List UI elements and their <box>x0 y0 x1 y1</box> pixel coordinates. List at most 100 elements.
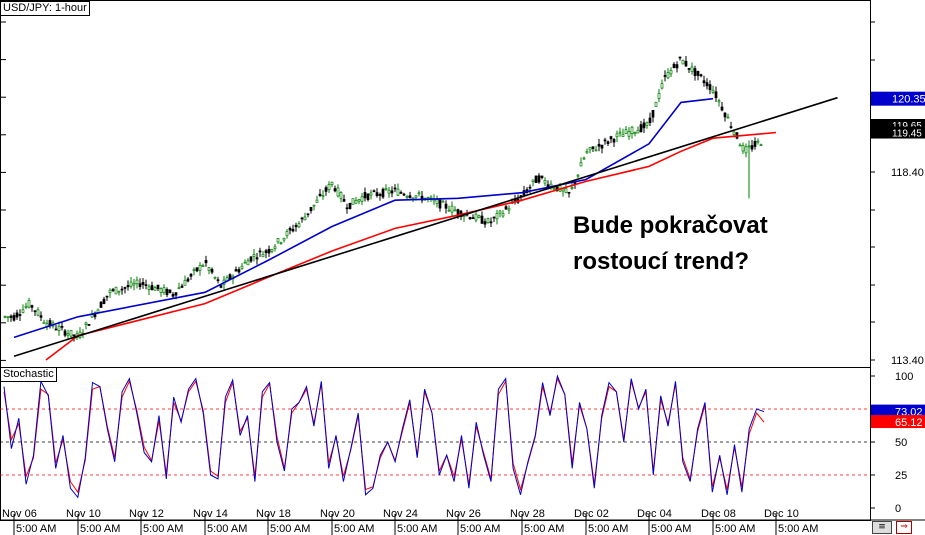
date-tick-label: Nov 14 <box>193 508 228 520</box>
candle-body <box>756 140 760 143</box>
candle-body <box>468 217 472 220</box>
candle-body <box>642 122 646 129</box>
time-tick-label: 5:00 AM <box>207 523 247 535</box>
stochastic-tick-label: 0 <box>895 503 901 515</box>
candle-body <box>291 228 295 232</box>
candle-body <box>681 59 685 65</box>
candle-body <box>372 190 376 193</box>
candle-body <box>156 284 160 290</box>
candle-body <box>375 192 379 197</box>
candle-body <box>744 146 748 154</box>
candle-body <box>54 328 58 331</box>
candle-body <box>564 188 568 193</box>
time-tick-label: 5:00 AM <box>715 523 755 535</box>
candle-body <box>327 184 331 191</box>
candle-body <box>381 188 385 198</box>
candle-body <box>366 193 370 200</box>
stochastic-value-box <box>871 415 925 429</box>
candle-body <box>552 187 556 190</box>
candle-body <box>180 285 184 288</box>
candle-body <box>534 175 538 184</box>
date-tick-label: Nov 06 <box>2 508 37 520</box>
time-tick-label: 5:00 AM <box>80 523 120 535</box>
candle-body <box>57 325 61 331</box>
candle-body <box>168 289 172 293</box>
candle-body <box>147 286 151 290</box>
candle-body <box>171 293 175 297</box>
main-pane-title: USD/JPY: 1-hour <box>0 1 90 16</box>
candle-body <box>417 192 421 195</box>
scroll-lock-icon[interactable]: ≡ <box>872 521 892 534</box>
candle-body <box>165 289 169 296</box>
candle-body <box>138 283 142 288</box>
candle-body <box>396 188 400 196</box>
candle-body <box>612 139 616 143</box>
candle-body <box>567 191 571 194</box>
candle-body <box>36 309 40 316</box>
date-tick-label: Nov 28 <box>510 508 545 520</box>
candle-body <box>702 80 706 84</box>
candle-body <box>435 199 439 204</box>
price-label-0: 120.35 <box>871 91 925 106</box>
candle-body <box>732 131 736 135</box>
candle-body <box>159 288 163 293</box>
close-icon[interactable]: ⇒ <box>896 521 912 534</box>
candle-body <box>678 56 682 59</box>
candle-body <box>279 242 283 244</box>
candle-body <box>486 218 490 223</box>
candle-body <box>714 91 718 99</box>
candle-body <box>507 208 511 211</box>
date-tick-label: Dec 08 <box>701 508 736 520</box>
stochastic-tick-label: 50 <box>895 437 907 449</box>
candle-body <box>3 315 7 318</box>
candle-body <box>738 144 742 147</box>
time-tick-label: 5:00 AM <box>270 523 310 535</box>
annotation-line-1: Bude pokračovat <box>573 212 768 239</box>
candle-body <box>453 209 457 212</box>
annotation-line-2: rostoucí trend? <box>573 248 750 275</box>
candle-body <box>270 249 274 252</box>
candle-body <box>501 213 505 217</box>
candle-body <box>456 209 460 215</box>
candle-body <box>237 269 241 273</box>
candle-body <box>87 324 91 326</box>
candle-body <box>591 146 595 149</box>
candle-body <box>639 124 643 132</box>
candle-body <box>30 305 34 308</box>
date-tick-label: Nov 24 <box>383 508 418 520</box>
candle-body <box>663 75 667 77</box>
candle-body <box>240 265 244 269</box>
price-tick-label: 118.40 <box>891 167 924 179</box>
candle-body <box>108 289 112 293</box>
price-tick-label: 113.40 <box>891 355 924 367</box>
candle-body <box>618 131 622 134</box>
candle-body <box>672 63 676 69</box>
candle-body <box>105 295 109 298</box>
candle-body <box>324 187 328 192</box>
candle-body <box>648 117 652 124</box>
candle-body <box>120 288 124 291</box>
candle-body <box>675 64 679 69</box>
candle-body <box>150 285 154 291</box>
candle-body <box>351 198 355 205</box>
annotation-text: Bude pokračovat rostoucí trend? <box>573 208 768 280</box>
candle-body <box>444 203 448 209</box>
candle-body <box>699 74 703 77</box>
candle-body <box>489 221 493 224</box>
candle-body <box>606 141 610 144</box>
candle-body <box>660 83 664 89</box>
candle-body <box>687 68 691 70</box>
candle-body <box>84 322 88 326</box>
candle-body <box>132 282 136 286</box>
candle-body <box>72 334 76 337</box>
candle-body <box>60 326 64 328</box>
candle-body <box>705 82 709 87</box>
candle-body <box>483 221 487 225</box>
candle-body <box>669 69 673 75</box>
candle-body <box>216 279 220 282</box>
candle-body <box>585 151 589 154</box>
candle-body <box>141 282 145 285</box>
candle-body <box>408 195 412 199</box>
time-tick-label: 5:00 AM <box>588 523 628 535</box>
